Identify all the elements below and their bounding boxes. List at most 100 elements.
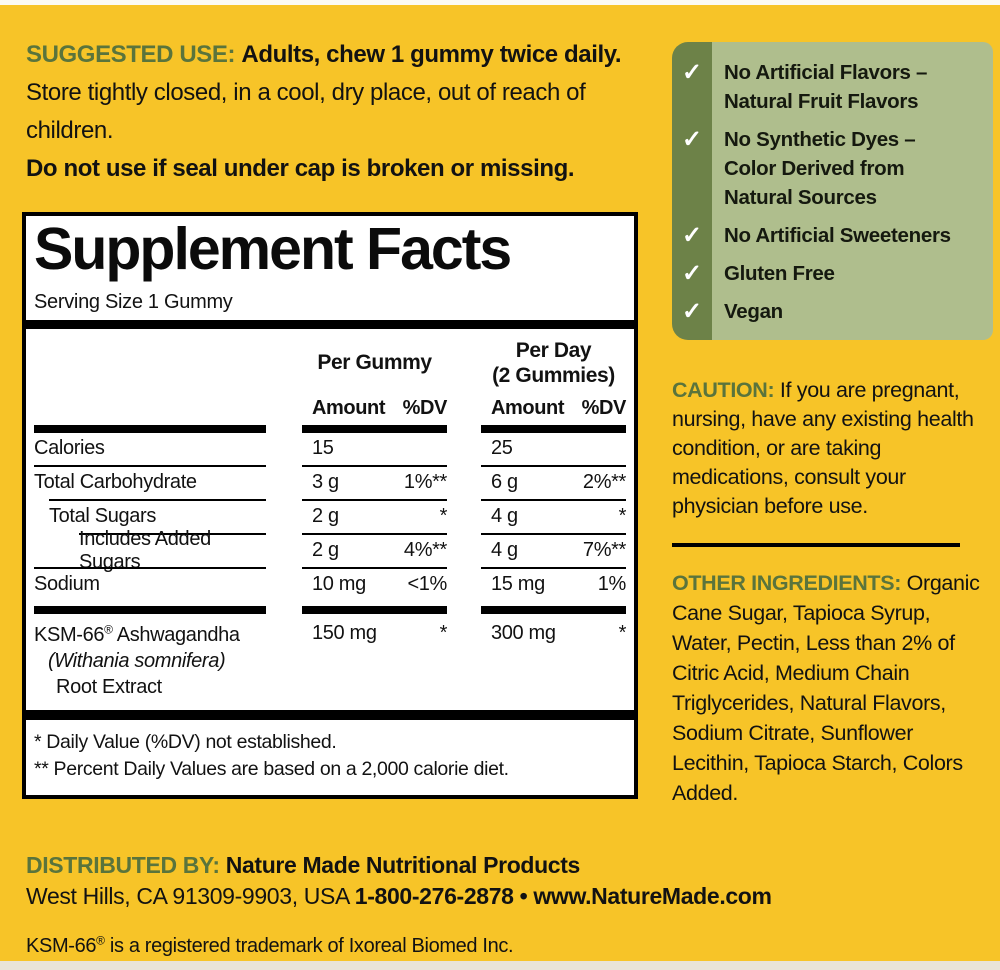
other-ingredients-block: OTHER INGREDIENTS: Organic Cane Sugar, T… [672,568,993,808]
thick-rule [26,709,634,720]
registered-mark: ® [96,932,105,947]
rule-segment [49,498,266,501]
rule-segment [34,566,266,569]
rule-segment [481,464,626,467]
bottom-edge [0,961,1000,970]
rule-segment [481,605,626,614]
amount-value: 25 [491,437,513,460]
trademark-name: KSM-66 [26,934,97,957]
right-column: ✓ No Artificial Flavors – Natural Fruit … [672,36,993,830]
dv-value: 2%** [582,471,626,494]
amount-value: 2 g [312,539,339,562]
benefit-line: Color Derived from [724,157,905,180]
list-item: ✓ No Synthetic Dyes – Color Derived from… [672,125,993,212]
benefit-label: No Artificial Sweeteners [712,221,957,250]
left-column: SUGGESTED USE: Adults, chew 1 gummy twic… [22,36,640,830]
rule-segment [302,498,447,501]
other-ingredients-label: OTHER INGREDIENTS: [672,571,902,595]
benefit-line: Natural Fruit Flavors [724,90,919,113]
column-group-header: Per Gummy Per Day (2 Gummies) [34,331,626,395]
list-item: ✓ Gluten Free [672,259,993,288]
amount-header: Amount [491,396,565,419]
nutrient-name: KSM-66® Ashwagandha (Withania somnifera)… [34,622,266,700]
per-gummy-values: 150 mg * [302,622,447,645]
table-row-added-sugars: Includes Added Sugars 2 g 4%** 4 g 7%** [34,528,626,573]
registered-mark: ® [104,622,113,637]
per-gummy-values: 2 g * [302,505,447,528]
ksm-name: KSM-66 [34,623,105,646]
checkmark-icon: ✓ [681,59,703,86]
per-day-values: 4 g * [481,505,626,528]
dv-value: <1% [407,573,447,596]
benefit-label: No Artificial Flavors – Natural Fruit Fl… [712,58,933,116]
phone-and-website: 1-800-276-2878 • www.NatureMade.com [354,882,772,909]
benefit-line: Vegan [724,300,783,323]
trademark-text: is a registered trademark of Ixoreal Bio… [104,934,514,957]
segmented-thick-rule [34,605,626,614]
supplement-facts-panel: Supplement Facts Serving Size 1 Gummy Pe… [22,212,638,799]
dv-header: %DV [581,396,627,419]
per-gummy-subheader: Amount %DV [302,397,447,420]
per-gummy-values: 2 g 4%** [302,539,447,562]
suggested-use-label: SUGGESTED USE: [26,41,236,68]
dv-value: 1% [597,573,627,596]
botanical-name: (Withania somnifera) [48,649,226,672]
amount-value: 6 g [491,471,518,494]
table-row-ashwagandha: KSM-66® Ashwagandha (Withania somnifera)… [34,614,626,710]
other-ingredients-text: Organic Cane Sugar, Tapioca Syrup, Water… [672,571,980,805]
nutrient-name: Total Carbohydrate [34,471,197,494]
per-day-subheader: Amount %DV [481,397,626,420]
rule-segment [481,532,626,535]
list-item: ✓ Vegan [672,297,993,326]
dv-value: * [618,505,627,528]
checkmark-icon: ✓ [681,126,703,153]
dv-value: * [439,621,448,644]
rule-segment [302,464,447,467]
nutrient-name: Calories [34,437,105,460]
segmented-thick-rule [34,424,626,433]
rule-segment [481,424,626,433]
amount-value: 4 g [491,539,518,562]
row-separator [34,532,626,535]
amount-value: 15 [312,437,334,460]
ashwagandha-line1: KSM-66® Ashwagandha [34,622,266,648]
benefit-line: No Artificial Flavors – [724,61,928,84]
rule-segment [302,605,447,614]
dv-header: %DV [402,396,448,419]
dv-value: 7%** [582,539,626,562]
table-row-total-carbohydrate: Total Carbohydrate 3 g 1%** 6 g 2%** [34,467,626,499]
rule-segment [79,532,266,535]
trademark-line: KSM-66® is a registered trademark of Ixo… [26,933,993,961]
amount-value: 10 mg [312,573,366,596]
suggested-use-dosage: Adults, chew 1 gummy twice daily. [241,41,622,68]
top-edge [0,0,1000,5]
dv-value: * [618,621,627,644]
per-gummy-values: 3 g 1%** [302,471,447,494]
dv-value: 1%** [403,471,447,494]
rule-segment [34,464,266,467]
list-item: ✓ No Artificial Flavors – Natural Fruit … [672,58,993,116]
benefit-label: No Synthetic Dyes – Color Derived from N… [712,125,921,212]
footnotes: * Daily Value (%DV) not established. ** … [34,729,626,783]
plant-part: Root Extract [56,675,162,698]
footnote-percent: ** Percent Daily Values are based on a 2… [34,757,509,780]
table-row-calories: Calories 15 25 [34,433,626,465]
thick-rule [26,319,634,329]
rule-segment [302,424,447,433]
nutrient-name: Sodium [34,573,100,596]
bottom-block: DISTRIBUTED BY: Nature Made Nutritional … [22,830,993,970]
per-day-line1: Per Day [515,338,592,362]
serving-size: Serving Size 1 Gummy [34,290,233,313]
per-day-values: 6 g 2%** [481,471,626,494]
row-separator [34,498,626,501]
benefit-line: No Synthetic Dyes – [724,128,916,151]
per-day-header: Per Day (2 Gummies) [481,338,626,388]
table-row-total-sugars: Total Sugars 2 g * 4 g * [34,501,626,533]
benefit-label: Vegan [712,297,789,326]
rule-segment [302,566,447,569]
amount-value: 3 g [312,471,339,494]
benefit-label: Gluten Free [712,259,841,288]
amount-header: Amount [312,396,386,419]
caution-block: CAUTION: If you are pregnant, nursing, h… [672,376,993,521]
